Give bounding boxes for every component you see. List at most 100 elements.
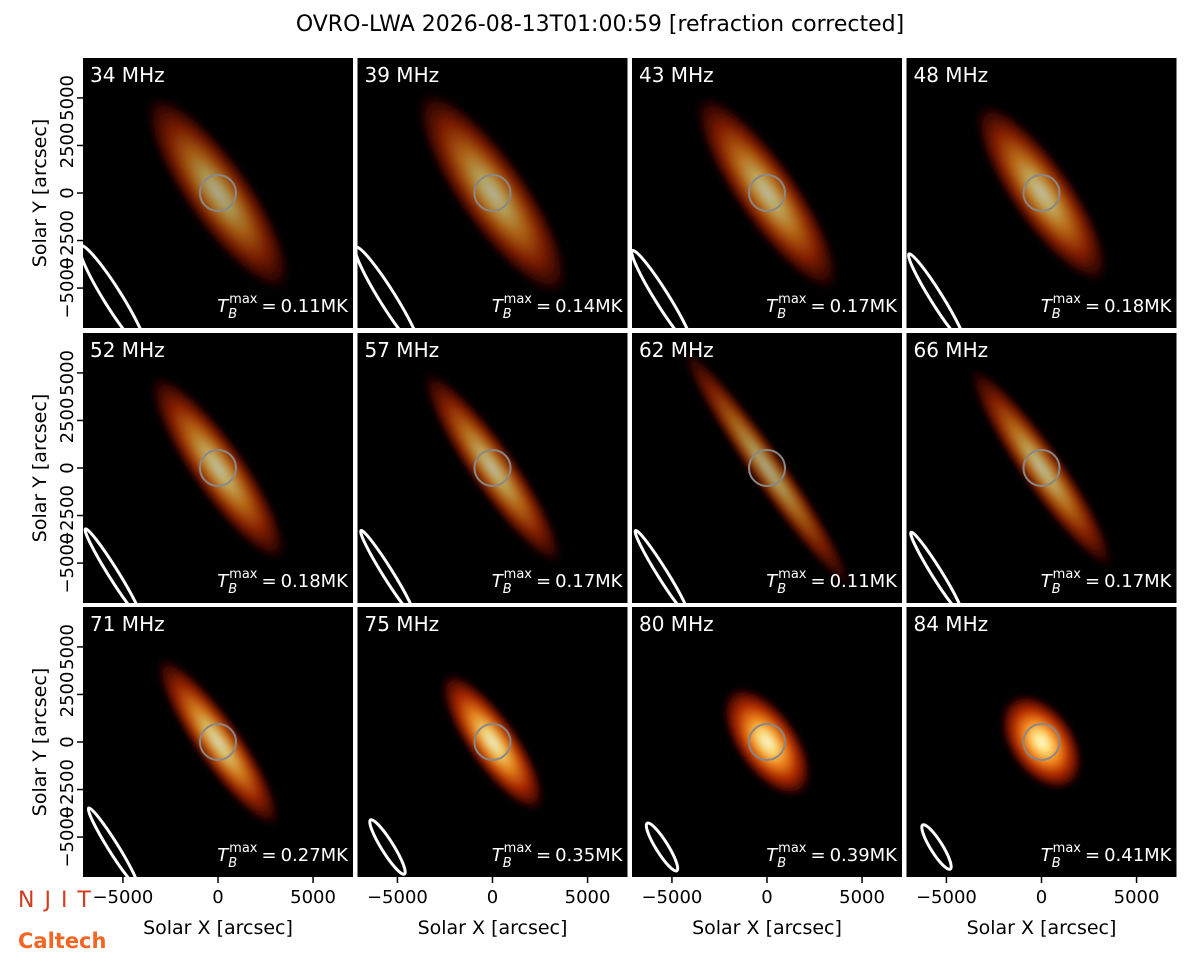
tb-relation: = <box>536 571 551 592</box>
emission-source <box>679 344 855 592</box>
frequency-label: 43 MHz <box>639 63 714 87</box>
frequency-label: 71 MHz <box>90 612 165 636</box>
x-axis-label: Solar X [arcsec] <box>692 917 842 939</box>
panel: 39 MHz TBmax = 0.14MK <box>357 58 628 328</box>
tb-superscript: max <box>778 567 807 582</box>
panel: 75 MHz TBmax = 0.35MK −5000 0 5000 Solar X [arc… <box>357 607 628 939</box>
solar-disk <box>199 174 237 212</box>
tb-annotation: TBmax = 0.18MK <box>217 567 349 597</box>
figure-title: OVRO-LWA 2026-08-13T01:00:59 [refraction… <box>296 12 904 37</box>
image-layer <box>909 364 1116 603</box>
y-axis-label: Solar Y [arcsec] <box>29 668 51 816</box>
tb-symbol: T <box>217 296 230 317</box>
tb-superscript: max <box>778 292 807 307</box>
y-tick-label: 5000 <box>57 350 78 396</box>
tb-symbol: T <box>217 845 230 866</box>
solar-disk <box>1022 449 1061 487</box>
tb-symbol: T <box>1041 571 1054 592</box>
tb-subscript: B <box>777 307 786 322</box>
emission-source <box>143 92 293 294</box>
panel: 80 MHz TBmax = 0.39MK −5000 0 5000 Solar X [arc… <box>632 607 902 939</box>
y-axis-label: Solar Y [arcsec] <box>29 394 51 542</box>
y-tick-label: 5000 <box>57 75 78 121</box>
tb-relation: = <box>536 296 551 317</box>
y-tick-label: 2500 <box>57 123 78 169</box>
tb-value: 0.35MK <box>555 845 624 866</box>
tb-relation: = <box>261 845 276 866</box>
beam <box>909 530 964 603</box>
tb-symbol: T <box>492 296 505 317</box>
x-tick-label: 0 <box>1036 887 1047 908</box>
tb-subscript: B <box>1052 582 1061 597</box>
tb-relation: = <box>1085 571 1100 592</box>
image-layer <box>359 368 565 603</box>
tb-relation: = <box>1085 296 1100 317</box>
frequency-label: 34 MHz <box>90 63 165 87</box>
tb-annotation: TBmax = 0.27MK <box>217 841 349 871</box>
emission-source <box>967 364 1116 572</box>
x-tick-label: −5000 <box>367 887 428 908</box>
frequency-label: 62 MHz <box>639 338 714 362</box>
tb-symbol: T <box>217 571 230 592</box>
x-axis-label: Solar X [arcsec] <box>143 917 293 939</box>
image-layer <box>368 670 546 876</box>
solar-disk <box>1022 723 1061 761</box>
tb-superscript: max <box>1053 567 1082 582</box>
x-tick-label: 5000 <box>1114 887 1160 908</box>
x-axis-label: Solar X [arcsec] <box>967 917 1117 939</box>
tb-annotation: TBmax = 0.41MK <box>1041 841 1173 871</box>
tb-subscript: B <box>228 582 237 597</box>
tb-relation: = <box>536 845 551 866</box>
panel: 62 MHz TBmax = 0.11MK <box>632 333 902 603</box>
tb-value: 0.39MK <box>830 845 899 866</box>
emission-source <box>154 654 282 830</box>
beam <box>86 806 140 877</box>
y-tick-label: 0 <box>57 187 78 198</box>
image-layer <box>83 372 288 603</box>
tb-subscript: B <box>777 856 786 871</box>
tb-value: 0.41MK <box>1104 845 1173 866</box>
frequency-label: 39 MHz <box>365 63 440 87</box>
tb-symbol: T <box>492 571 505 592</box>
tb-subscript: B <box>1052 856 1061 871</box>
solar-disk <box>748 723 786 761</box>
tb-subscript: B <box>228 856 237 871</box>
solar-disk <box>199 723 237 761</box>
beam <box>633 529 691 603</box>
tb-symbol: T <box>766 571 779 592</box>
panel: 57 MHz TBmax = 0.17MK <box>357 333 628 603</box>
y-tick-label: −2500 <box>57 485 78 546</box>
y-tick-label: −5000 <box>57 533 78 594</box>
y-tick-label: −2500 <box>57 759 78 820</box>
tb-superscript: max <box>229 841 258 856</box>
y-tick-label: 2500 <box>57 398 78 444</box>
logo: NJIT <box>18 888 101 913</box>
x-tick-label: −5000 <box>641 887 702 908</box>
panel: 48 MHz TBmax = 0.18MK <box>906 58 1177 328</box>
beam <box>644 821 680 873</box>
y-tick-label: 5000 <box>57 624 78 670</box>
x-axis-label: Solar X [arcsec] <box>418 917 568 939</box>
tb-annotation: TBmax = 0.35MK <box>492 841 624 871</box>
y-axis-label: Solar Y [arcsec] <box>29 119 51 267</box>
tb-superscript: max <box>504 841 533 856</box>
image-layer <box>633 344 855 603</box>
beam <box>632 248 694 328</box>
tb-annotation: TBmax = 0.11MK <box>217 292 349 322</box>
panel: 66 MHz TBmax = 0.17MK <box>906 333 1177 603</box>
image-layer <box>920 692 1084 871</box>
tb-value: 0.17MK <box>830 296 899 317</box>
tb-annotation: TBmax = 0.17MK <box>766 292 898 322</box>
tb-symbol: T <box>1041 845 1054 866</box>
y-tick-label: −5000 <box>57 258 78 319</box>
frequency-label: 52 MHz <box>90 338 165 362</box>
tb-symbol: T <box>766 296 779 317</box>
frequency-label: 48 MHz <box>914 63 989 87</box>
tb-relation: = <box>261 571 276 592</box>
tb-annotation: TBmax = 0.11MK <box>766 567 898 597</box>
beam <box>906 252 967 328</box>
solar-disk <box>473 723 512 761</box>
